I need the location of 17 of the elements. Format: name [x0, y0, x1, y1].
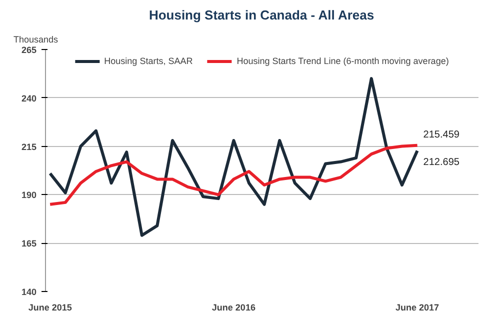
y-axis-title: Thousands [14, 34, 59, 44]
y-tick-label: 215 [21, 142, 37, 152]
annotation: 212.695 [423, 156, 460, 168]
line-series [48, 144, 419, 206]
legend-label: Housing Starts, SAAR [104, 56, 193, 66]
y-tick-label: 140 [21, 287, 37, 297]
chart-title: Housing Starts in Canada - All Areas [148, 8, 374, 22]
y-tick-label: 165 [21, 238, 37, 249]
legend-label: Housing Starts Trend Line (6-month moving average) [236, 56, 449, 66]
line-series [48, 77, 419, 237]
x-tick-label: June 2016 [212, 302, 256, 312]
x-tick-label: June 2017 [396, 302, 440, 312]
y-tick-label: 265 [21, 45, 37, 55]
annotation: 215.459 [423, 129, 460, 140]
y-tick-label: 190 [21, 190, 37, 200]
x-tick-label: June 2015 [28, 302, 72, 312]
y-tick-label: 240 [21, 93, 37, 104]
